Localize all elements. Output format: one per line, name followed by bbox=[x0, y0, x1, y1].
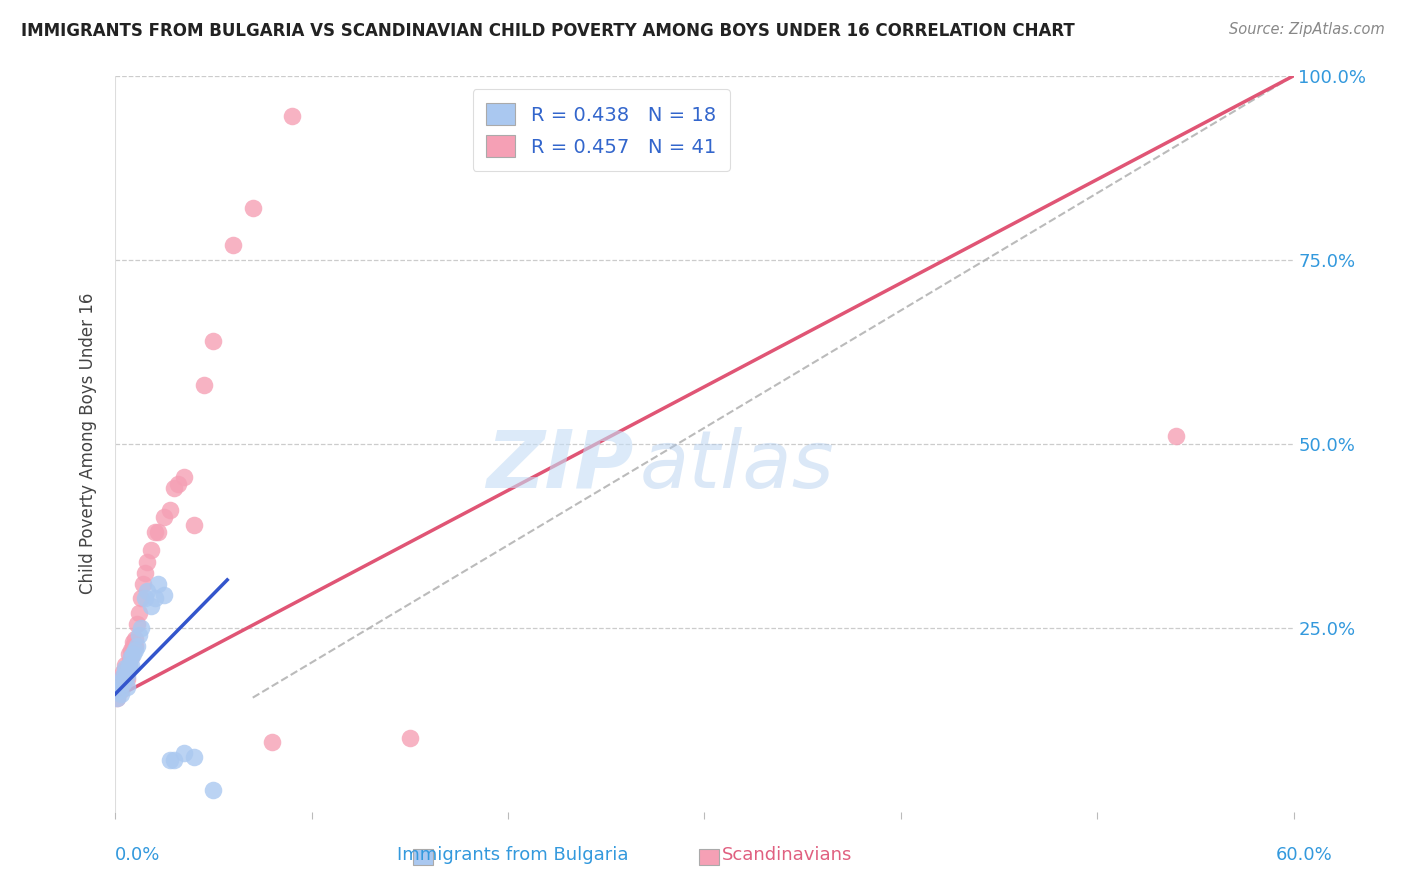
Point bbox=[163, 753, 186, 767]
Point bbox=[128, 628, 150, 642]
Point bbox=[114, 657, 136, 672]
Point bbox=[129, 591, 152, 606]
Text: atlas: atlas bbox=[640, 427, 834, 505]
Point bbox=[108, 683, 131, 698]
Point bbox=[114, 668, 136, 682]
Point bbox=[122, 635, 145, 649]
Point bbox=[124, 632, 146, 646]
Point bbox=[173, 470, 195, 484]
Point bbox=[118, 657, 141, 672]
Point bbox=[112, 665, 135, 679]
Point bbox=[143, 524, 166, 539]
Point bbox=[122, 639, 145, 653]
Point bbox=[128, 606, 150, 620]
Point bbox=[135, 584, 157, 599]
Point bbox=[183, 517, 205, 532]
Point bbox=[110, 687, 132, 701]
Text: 0.0%: 0.0% bbox=[115, 846, 160, 863]
Point bbox=[124, 639, 146, 653]
Point bbox=[122, 647, 145, 661]
Point bbox=[120, 657, 142, 672]
Point bbox=[105, 690, 128, 705]
Point bbox=[167, 477, 190, 491]
Point bbox=[115, 680, 138, 694]
Point bbox=[222, 238, 245, 252]
Point bbox=[118, 657, 141, 672]
Point bbox=[242, 202, 264, 216]
Point bbox=[110, 673, 132, 687]
Point bbox=[115, 668, 138, 682]
Point bbox=[114, 665, 136, 679]
Point bbox=[281, 109, 304, 123]
Point bbox=[202, 334, 225, 348]
Point bbox=[124, 642, 146, 657]
Text: 60.0%: 60.0% bbox=[1277, 846, 1333, 863]
Point bbox=[129, 621, 152, 635]
Point bbox=[134, 591, 156, 606]
Y-axis label: Child Poverty Among Boys Under 16: Child Poverty Among Boys Under 16 bbox=[79, 293, 97, 594]
Legend: R = 0.438   N = 18, R = 0.457   N = 41: R = 0.438 N = 18, R = 0.457 N = 41 bbox=[472, 89, 730, 171]
Point bbox=[139, 543, 162, 558]
Point bbox=[135, 554, 157, 569]
Point bbox=[112, 676, 135, 690]
Point bbox=[193, 378, 215, 392]
Point bbox=[132, 576, 155, 591]
Point bbox=[110, 683, 132, 698]
Point bbox=[183, 749, 205, 764]
Point bbox=[139, 599, 162, 613]
Point bbox=[115, 661, 138, 675]
Point bbox=[163, 481, 186, 495]
Point bbox=[159, 753, 181, 767]
Text: ZIP: ZIP bbox=[486, 427, 634, 505]
Point bbox=[134, 566, 156, 580]
Point bbox=[143, 591, 166, 606]
Point bbox=[120, 650, 142, 665]
Point bbox=[173, 746, 195, 760]
Bar bbox=[413, 849, 433, 865]
Point bbox=[159, 503, 181, 517]
Point bbox=[399, 731, 422, 746]
Text: Immigrants from Bulgaria: Immigrants from Bulgaria bbox=[398, 846, 628, 863]
Point bbox=[118, 647, 141, 661]
Point bbox=[148, 524, 170, 539]
Text: Scandinavians: Scandinavians bbox=[723, 846, 852, 863]
Point bbox=[112, 676, 135, 690]
Text: Source: ZipAtlas.com: Source: ZipAtlas.com bbox=[1229, 22, 1385, 37]
Point bbox=[120, 642, 142, 657]
Bar bbox=[699, 849, 718, 865]
Point bbox=[118, 661, 141, 675]
Point bbox=[105, 690, 128, 705]
Point bbox=[108, 676, 131, 690]
Point bbox=[148, 576, 170, 591]
Point bbox=[153, 510, 176, 524]
Point bbox=[125, 617, 148, 632]
Text: IMMIGRANTS FROM BULGARIA VS SCANDINAVIAN CHILD POVERTY AMONG BOYS UNDER 16 CORRE: IMMIGRANTS FROM BULGARIA VS SCANDINAVIAN… bbox=[21, 22, 1074, 40]
Point bbox=[1164, 429, 1187, 443]
Point bbox=[153, 588, 176, 602]
Point bbox=[112, 668, 135, 682]
Point bbox=[262, 735, 284, 749]
Point bbox=[120, 650, 142, 665]
Point bbox=[125, 639, 148, 653]
Point bbox=[202, 782, 225, 797]
Point bbox=[114, 661, 136, 675]
Point bbox=[108, 680, 131, 694]
Point bbox=[115, 673, 138, 687]
